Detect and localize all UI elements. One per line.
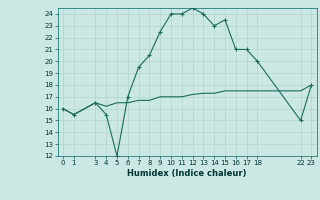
X-axis label: Humidex (Indice chaleur): Humidex (Indice chaleur) [127, 169, 247, 178]
